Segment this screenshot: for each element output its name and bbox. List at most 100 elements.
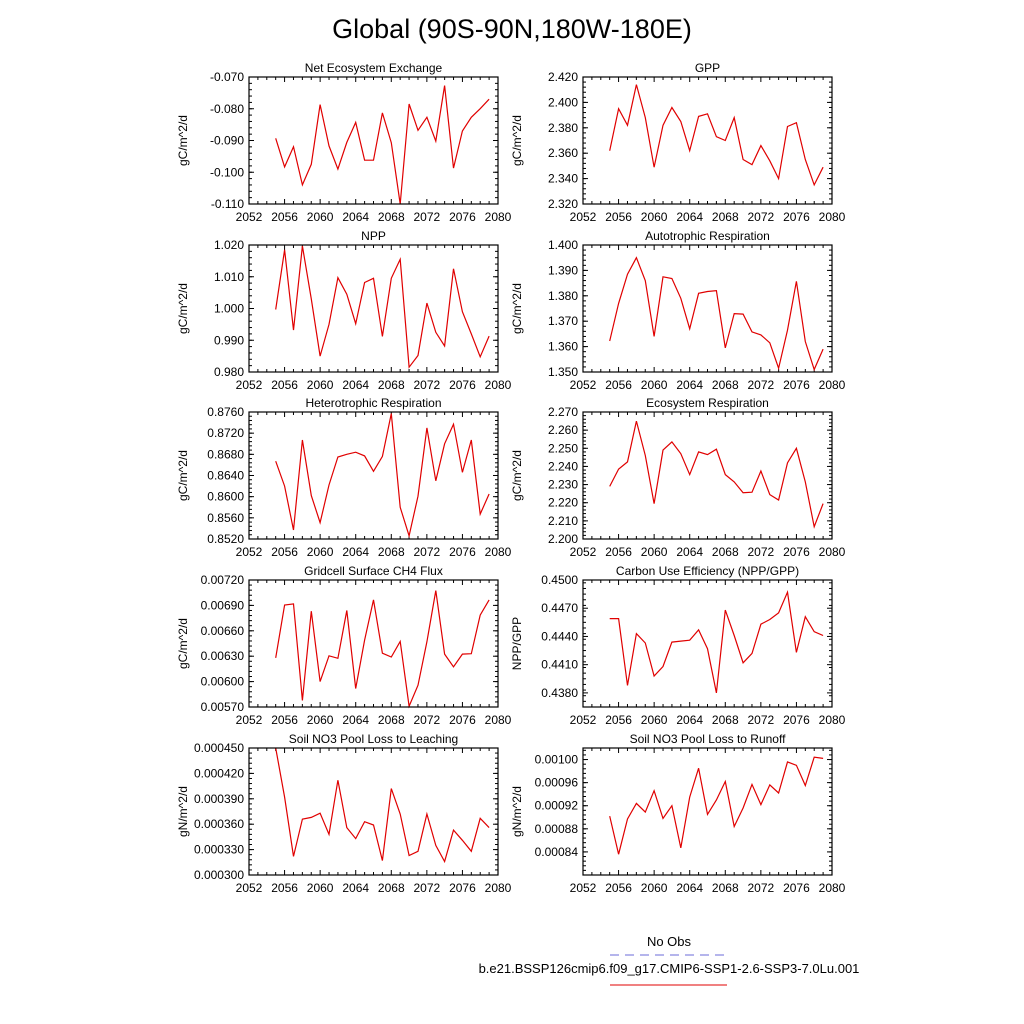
y-axis-label: gC/m^2/d bbox=[176, 618, 190, 669]
legend-case-label: b.e21.BSSP126cmip6.f09_g17.CMIP6-SSP1-2.… bbox=[479, 961, 860, 976]
x-tick-label: 2056 bbox=[271, 545, 298, 559]
y-tick-label: 0.00096 bbox=[535, 776, 579, 790]
y-axis-label: gN/m^2/d bbox=[176, 786, 190, 837]
x-tick-label: 2068 bbox=[378, 545, 405, 559]
x-tick-label: 2060 bbox=[641, 545, 668, 559]
x-tick-label: 2056 bbox=[271, 881, 298, 895]
x-tick-label: 2064 bbox=[676, 378, 703, 392]
series-line bbox=[609, 590, 824, 694]
y-tick-label: 0.00600 bbox=[201, 675, 245, 689]
y-tick-label: 2.340 bbox=[548, 172, 578, 186]
chart-panel: Soil NO3 Pool Loss to Leaching gN/m^2/d 20… bbox=[176, 732, 512, 895]
x-tick-label: 2072 bbox=[748, 713, 775, 727]
y-tick-label: -0.080 bbox=[210, 102, 244, 116]
x-tick-label: 2056 bbox=[605, 210, 632, 224]
x-tick-label: 2064 bbox=[342, 378, 369, 392]
y-tick-label: 0.8560 bbox=[207, 511, 244, 525]
x-tick-label: 2080 bbox=[819, 713, 846, 727]
y-tick-label: 0.8600 bbox=[207, 490, 244, 504]
y-tick-label: 1.000 bbox=[214, 302, 244, 316]
x-tick-label: 2068 bbox=[712, 545, 739, 559]
x-tick-label: 2068 bbox=[712, 210, 739, 224]
x-tick-label: 2056 bbox=[271, 713, 298, 727]
x-tick-label: 2060 bbox=[641, 210, 668, 224]
x-tick-label: 2060 bbox=[641, 881, 668, 895]
chart-title: Autotrophic Respiration bbox=[645, 229, 770, 243]
chart-title: Gridcell Surface CH4 Flux bbox=[304, 564, 443, 578]
y-tick-label: 0.8720 bbox=[207, 426, 244, 440]
x-tick-label: 2080 bbox=[819, 881, 846, 895]
y-tick-label: 1.400 bbox=[548, 238, 578, 252]
y-tick-label: 2.320 bbox=[548, 197, 578, 211]
y-tick-label: 2.220 bbox=[548, 496, 578, 510]
y-axis-label: gC/m^2/d bbox=[176, 115, 190, 166]
x-tick-label: 2052 bbox=[236, 713, 263, 727]
x-tick-label: 2080 bbox=[819, 378, 846, 392]
y-tick-label: 0.000360 bbox=[194, 817, 244, 831]
x-tick-label: 2068 bbox=[712, 378, 739, 392]
x-tick-label: 2076 bbox=[449, 713, 476, 727]
y-axis-label: NPP/GPP bbox=[510, 617, 524, 670]
y-tick-label: 0.4380 bbox=[541, 686, 578, 700]
x-tick-label: 2052 bbox=[570, 378, 597, 392]
y-tick-label: 2.250 bbox=[548, 441, 578, 455]
x-tick-label: 2076 bbox=[783, 210, 810, 224]
x-tick-label: 2080 bbox=[819, 545, 846, 559]
y-tick-label: 0.4470 bbox=[541, 601, 578, 615]
plot-frame bbox=[582, 747, 833, 876]
x-tick-label: 2068 bbox=[378, 378, 405, 392]
chart-title: NPP bbox=[361, 229, 386, 243]
y-tick-label: 2.360 bbox=[548, 146, 578, 160]
y-tick-label: 1.390 bbox=[548, 263, 578, 277]
chart-title: Heterotrophic Respiration bbox=[305, 396, 441, 410]
chart-title: Soil NO3 Pool Loss to Runoff bbox=[630, 732, 787, 746]
x-tick-label: 2072 bbox=[748, 210, 775, 224]
y-tick-label: 0.4500 bbox=[541, 573, 578, 587]
y-axis-label: gC/m^2/d bbox=[510, 283, 524, 334]
chart-panel: NPP gC/m^2/d 2052 2056 2060 2064 2068 2072 2076 2… bbox=[176, 229, 512, 392]
x-tick-label: 2080 bbox=[485, 378, 512, 392]
series-line bbox=[275, 85, 490, 205]
series-line bbox=[609, 84, 824, 187]
x-tick-label: 2060 bbox=[307, 378, 334, 392]
y-tick-label: 2.230 bbox=[548, 478, 578, 492]
plot-frame bbox=[248, 579, 499, 708]
x-tick-label: 2068 bbox=[378, 210, 405, 224]
x-tick-label: 2056 bbox=[605, 713, 632, 727]
series-line bbox=[275, 413, 490, 539]
x-tick-label: 2056 bbox=[605, 881, 632, 895]
x-tick-label: 2076 bbox=[783, 713, 810, 727]
x-tick-label: 2064 bbox=[676, 881, 703, 895]
x-tick-label: 2076 bbox=[449, 210, 476, 224]
chart-panel: Net Ecosystem Exchange gC/m^2/d 2052 2056 20… bbox=[176, 61, 512, 224]
chart-panel: Gridcell Surface CH4 Flux gC/m^2/d 2052 205… bbox=[176, 564, 512, 727]
y-tick-label: 2.260 bbox=[548, 423, 578, 437]
y-tick-label: 0.8640 bbox=[207, 469, 244, 483]
x-tick-label: 2060 bbox=[641, 713, 668, 727]
y-tick-label: 0.00660 bbox=[201, 624, 245, 638]
y-tick-label: 1.360 bbox=[548, 340, 578, 354]
plot-frame bbox=[248, 244, 499, 373]
y-tick-label: -0.110 bbox=[211, 197, 244, 211]
chart-title: Net Ecosystem Exchange bbox=[305, 61, 443, 75]
x-tick-label: 2076 bbox=[783, 545, 810, 559]
x-tick-label: 2056 bbox=[605, 378, 632, 392]
y-tick-label: 0.00570 bbox=[201, 700, 245, 714]
x-tick-label: 2064 bbox=[342, 881, 369, 895]
y-tick-label: 0.4410 bbox=[541, 658, 578, 672]
plot-frame bbox=[582, 76, 833, 205]
x-tick-label: 2076 bbox=[783, 881, 810, 895]
x-tick-label: 2064 bbox=[342, 545, 369, 559]
y-tick-label: 0.980 bbox=[214, 365, 244, 379]
y-tick-label: 0.00630 bbox=[201, 649, 245, 663]
series-line bbox=[275, 747, 490, 864]
y-tick-label: 1.370 bbox=[548, 314, 578, 328]
y-tick-label: 1.350 bbox=[548, 365, 578, 379]
y-tick-label: 0.000450 bbox=[194, 741, 244, 755]
x-tick-label: 2076 bbox=[783, 378, 810, 392]
y-tick-label: 1.020 bbox=[214, 238, 244, 252]
y-tick-label: 0.000330 bbox=[194, 843, 244, 857]
x-tick-label: 2052 bbox=[570, 210, 597, 224]
x-tick-label: 2064 bbox=[676, 210, 703, 224]
